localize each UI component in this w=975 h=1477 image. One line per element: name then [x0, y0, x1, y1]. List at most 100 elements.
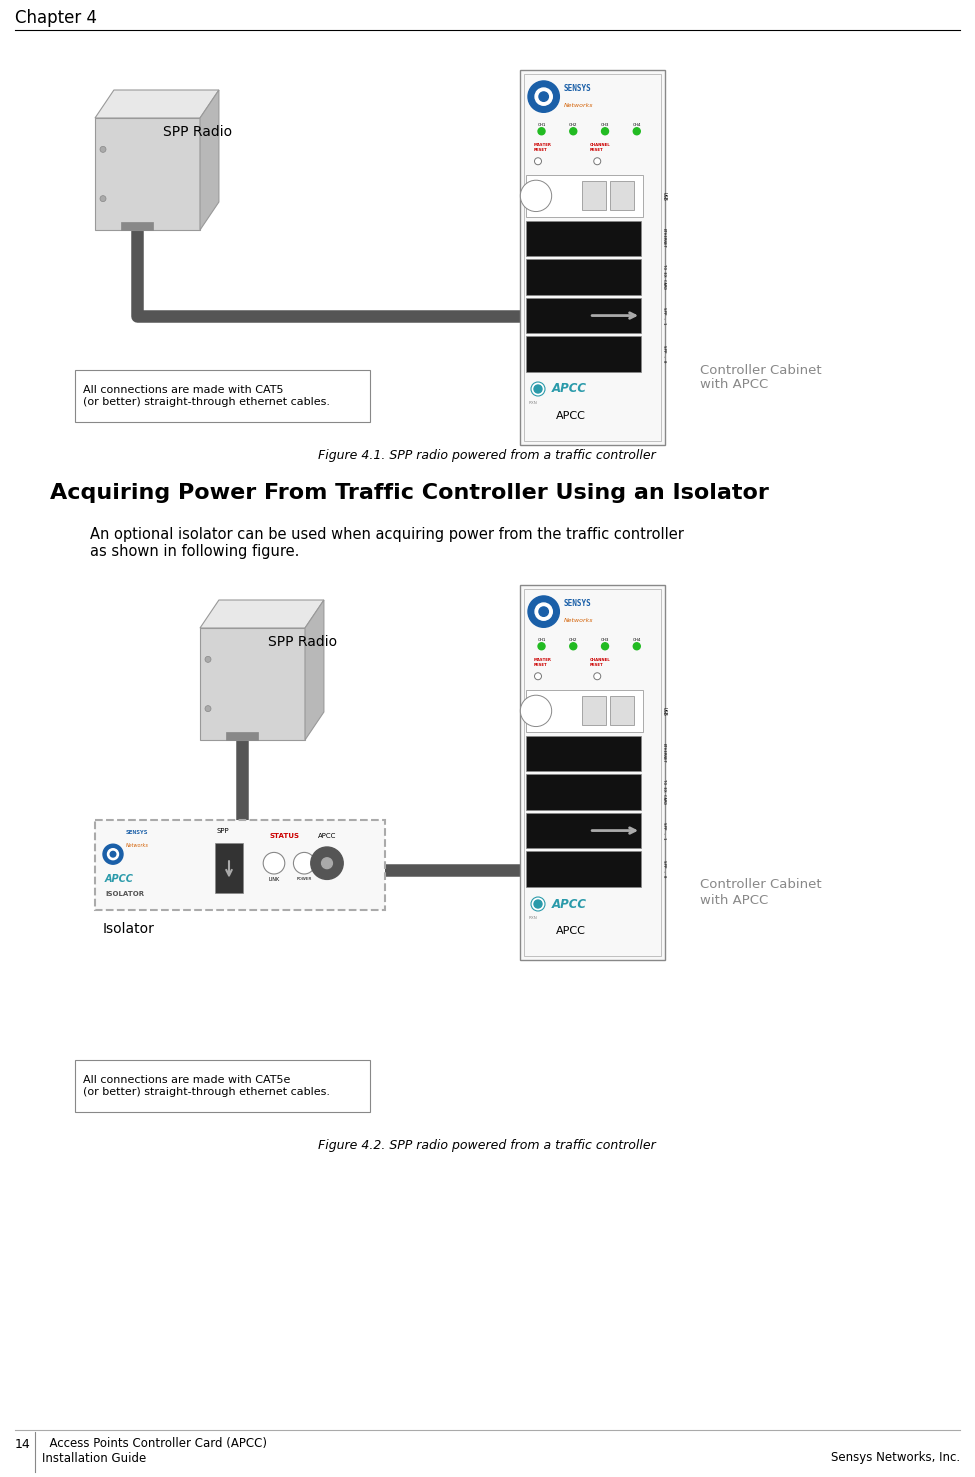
- Text: RXN: RXN: [529, 400, 538, 405]
- Text: RXN: RXN: [529, 916, 538, 920]
- Text: CH1: CH1: [537, 123, 546, 127]
- Bar: [226, 733, 257, 740]
- Circle shape: [634, 127, 641, 134]
- Bar: [526, 774, 641, 809]
- Circle shape: [322, 858, 332, 868]
- Text: Networks: Networks: [564, 619, 593, 623]
- Circle shape: [103, 845, 123, 864]
- Bar: [524, 589, 661, 956]
- Bar: [526, 337, 641, 372]
- Text: APCC: APCC: [105, 873, 134, 883]
- Circle shape: [100, 146, 106, 152]
- Text: CH2: CH2: [569, 638, 577, 642]
- Circle shape: [110, 851, 116, 857]
- Text: CH4: CH4: [633, 638, 641, 642]
- Text: Isolator: Isolator: [103, 922, 155, 936]
- Circle shape: [535, 603, 552, 620]
- Circle shape: [521, 180, 552, 211]
- Circle shape: [569, 642, 577, 650]
- Text: SENSYS: SENSYS: [126, 830, 148, 835]
- Bar: [582, 697, 605, 725]
- Text: Installation Guide: Installation Guide: [42, 1452, 146, 1465]
- Text: LINK: LINK: [268, 877, 280, 882]
- Text: SPP Radio: SPP Radio: [163, 126, 232, 139]
- Circle shape: [539, 607, 548, 616]
- Text: MASTER
RESET: MASTER RESET: [534, 659, 552, 666]
- Circle shape: [538, 642, 545, 650]
- Text: SPP - 0: SPP - 0: [662, 861, 666, 877]
- Text: Acquiring Power From Traffic Controller Using an Isolator: Acquiring Power From Traffic Controller …: [50, 483, 769, 504]
- Text: APCC: APCC: [556, 926, 586, 936]
- Circle shape: [528, 81, 560, 112]
- Text: SPP - 1: SPP - 1: [662, 307, 666, 325]
- Text: Networks: Networks: [126, 843, 149, 848]
- Text: ISOLATOR: ISOLATOR: [105, 891, 144, 897]
- Text: CH2: CH2: [569, 123, 577, 127]
- Bar: [526, 258, 641, 295]
- Text: Access Points Controller Card (APCC): Access Points Controller Card (APCC): [42, 1437, 267, 1449]
- Bar: [95, 820, 385, 910]
- Circle shape: [531, 897, 545, 911]
- Circle shape: [602, 642, 608, 650]
- Text: SPP: SPP: [216, 827, 229, 835]
- Text: TO EX CARD: TO EX CARD: [662, 264, 666, 289]
- Bar: [526, 690, 643, 731]
- Circle shape: [538, 127, 545, 134]
- Text: Chapter 4: Chapter 4: [15, 9, 97, 27]
- Bar: [524, 74, 661, 442]
- Text: 14: 14: [15, 1439, 31, 1452]
- Bar: [610, 182, 634, 210]
- Circle shape: [634, 642, 641, 650]
- Text: TO EX CARD: TO EX CARD: [662, 780, 666, 805]
- Polygon shape: [305, 600, 324, 740]
- Text: All connections are made with CAT5e
(or better) straight-through ethernet cables: All connections are made with CAT5e (or …: [83, 1075, 330, 1097]
- Bar: [526, 298, 641, 334]
- Circle shape: [535, 89, 552, 105]
- Text: USB: USB: [662, 192, 667, 201]
- Text: Controller Cabinet
with APCC: Controller Cabinet with APCC: [700, 879, 822, 907]
- Circle shape: [521, 696, 552, 727]
- Text: Controller Cabinet
with APCC: Controller Cabinet with APCC: [700, 363, 822, 391]
- Text: Figure 4.2. SPP radio powered from a traffic controller: Figure 4.2. SPP radio powered from a tra…: [318, 1139, 656, 1152]
- Bar: [121, 222, 153, 230]
- Text: MASTER
RESET: MASTER RESET: [534, 143, 552, 152]
- Bar: [520, 69, 665, 445]
- Text: SENSYS: SENSYS: [564, 598, 591, 609]
- Text: CH3: CH3: [601, 638, 609, 642]
- Circle shape: [531, 383, 545, 396]
- Polygon shape: [95, 90, 219, 118]
- Circle shape: [602, 127, 608, 134]
- Text: Figure 4.1. SPP radio powered from a traffic controller: Figure 4.1. SPP radio powered from a tra…: [318, 449, 656, 461]
- Circle shape: [293, 852, 315, 874]
- Circle shape: [534, 672, 541, 679]
- Text: APCC: APCC: [318, 833, 336, 839]
- Text: CH4: CH4: [633, 123, 641, 127]
- Text: CHANNEL
RESET: CHANNEL RESET: [589, 659, 610, 666]
- Bar: [526, 736, 641, 771]
- Bar: [526, 851, 641, 888]
- Text: An optional isolator can be used when acquiring power from the traffic controlle: An optional isolator can be used when ac…: [90, 527, 683, 542]
- Circle shape: [100, 195, 106, 202]
- Text: SPP Radio: SPP Radio: [268, 635, 337, 648]
- Bar: [75, 371, 370, 422]
- Polygon shape: [200, 90, 219, 230]
- Text: APCC: APCC: [552, 383, 587, 396]
- Text: Networks: Networks: [564, 103, 593, 108]
- Circle shape: [534, 385, 542, 393]
- Circle shape: [107, 849, 119, 860]
- Text: SPP - 0: SPP - 0: [662, 346, 666, 363]
- Bar: [526, 176, 643, 217]
- Text: APCC: APCC: [552, 898, 587, 910]
- Bar: [526, 812, 641, 848]
- Text: ETHERNET: ETHERNET: [662, 229, 666, 248]
- Text: CHANNEL
RESET: CHANNEL RESET: [589, 143, 610, 152]
- Text: USB: USB: [662, 706, 667, 715]
- Polygon shape: [200, 600, 324, 628]
- Circle shape: [534, 899, 542, 908]
- Circle shape: [534, 158, 541, 165]
- Text: SPP - 1: SPP - 1: [662, 821, 666, 839]
- Text: POWER: POWER: [296, 877, 312, 880]
- Bar: [582, 182, 605, 210]
- Text: CH3: CH3: [601, 123, 609, 127]
- Text: APCC: APCC: [556, 411, 586, 421]
